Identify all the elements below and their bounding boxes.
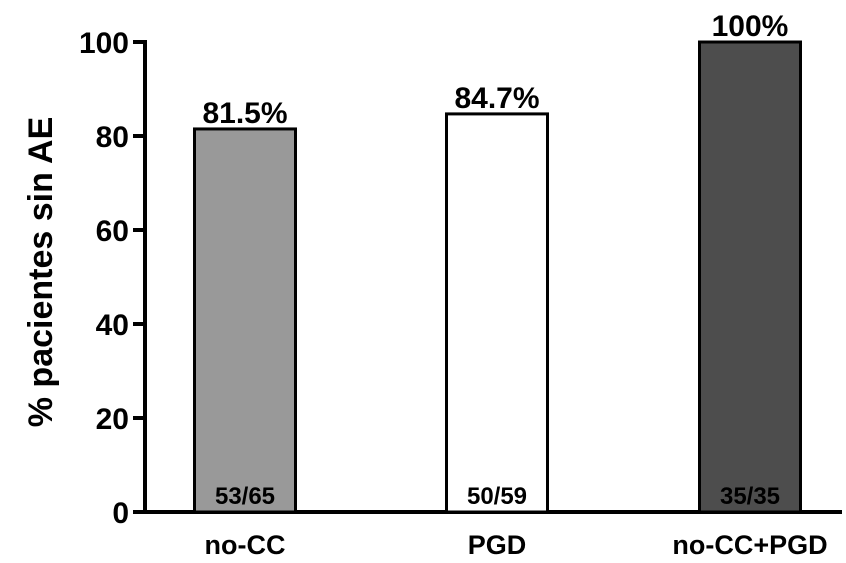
bar-no-cc-pgd xyxy=(698,40,802,514)
y-axis-label: % pacientes sin AE xyxy=(22,117,60,428)
y-tick-label: 80 xyxy=(96,121,129,154)
y-tick-label: 60 xyxy=(96,215,129,248)
y-tick-label: 100 xyxy=(79,27,129,60)
x-tick-label: no-CC+PGD xyxy=(672,530,827,560)
y-tick-label: 40 xyxy=(96,309,129,342)
bar-count-label: 50/59 xyxy=(467,483,527,510)
y-tick-label: 0 xyxy=(112,497,129,530)
y-tick-label: 20 xyxy=(96,403,129,436)
bar-pgd xyxy=(445,112,549,514)
bar-no-cc xyxy=(193,127,297,514)
bar-count-label: 53/65 xyxy=(215,483,275,510)
x-tick-label: PGD xyxy=(468,530,527,560)
bar-value-label: 84.7% xyxy=(454,82,539,115)
bar-count-label: 35/35 xyxy=(720,483,780,510)
plot-area: 0 20 40 60 80 100 81.5% 53/65 no-CC 84.7% 50/59 PGD… xyxy=(79,10,842,560)
bar-value-label: 100% xyxy=(712,10,789,43)
bar-value-label: 81.5% xyxy=(202,97,287,130)
x-tick-label: no-CC xyxy=(205,530,286,560)
